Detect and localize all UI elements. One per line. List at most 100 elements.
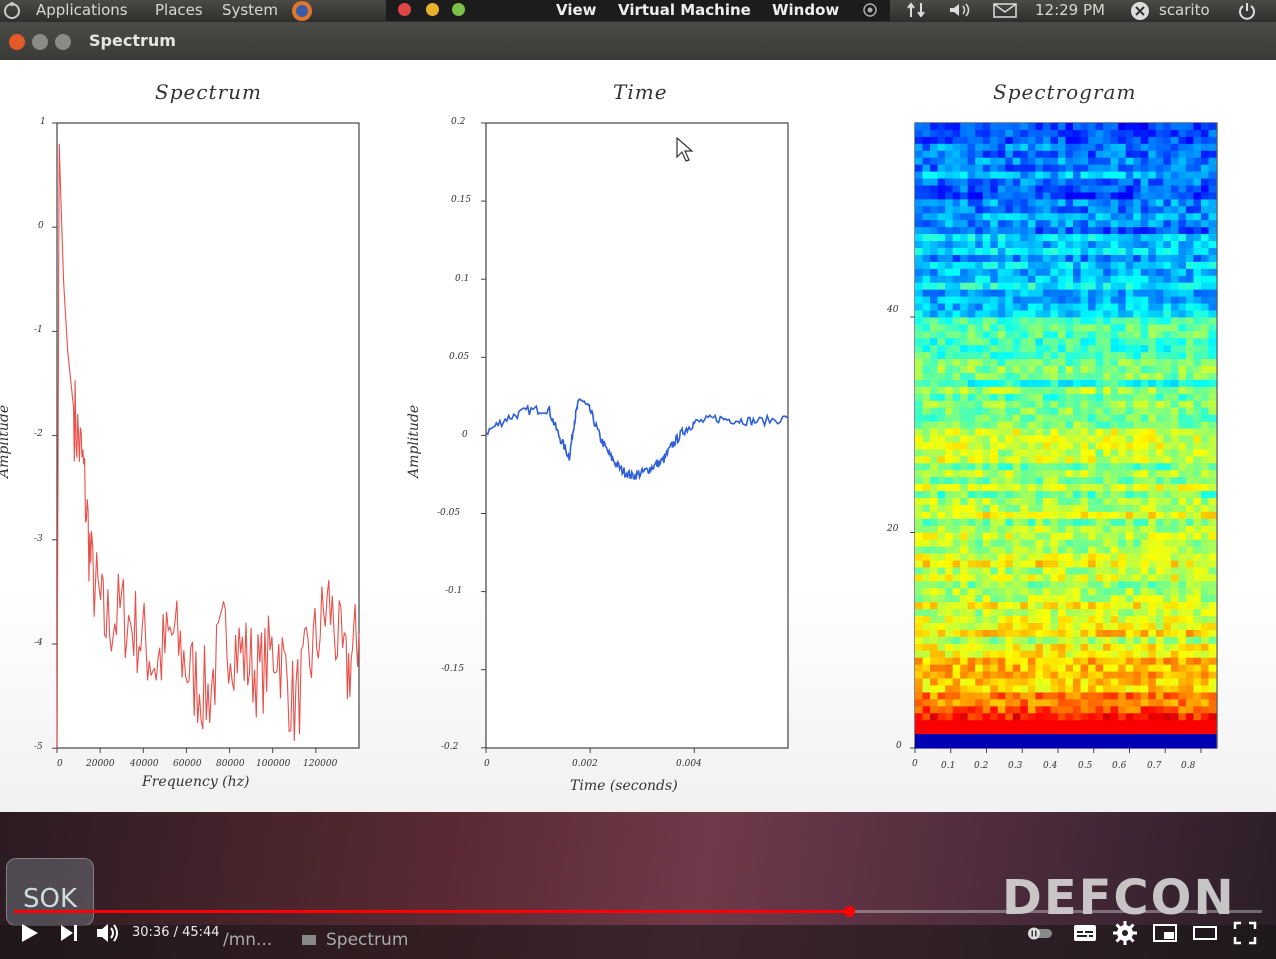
volume-button[interactable] [94, 920, 120, 946]
heatmap-cell [1200, 421, 1209, 429]
heatmap-cell [952, 609, 961, 617]
heatmap-cell [967, 720, 976, 728]
heatmap-cell [1163, 143, 1172, 152]
heatmap-cell [1140, 129, 1149, 138]
heatmap-cell [1095, 609, 1104, 617]
heatmap-cell [1125, 546, 1134, 554]
heatmap-cell [1065, 525, 1074, 534]
heatmap-cell [1125, 248, 1134, 256]
autoplay-toggle[interactable] [1026, 920, 1052, 946]
miniplayer-button[interactable] [1152, 920, 1178, 946]
clock[interactable]: 12:29 PM [1035, 1, 1105, 19]
heatmap-cell [1005, 185, 1014, 193]
network-icon[interactable] [906, 1, 928, 24]
heatmap-cell [1185, 477, 1194, 485]
heatmap-cell [975, 602, 984, 610]
taskbar-item-terminal[interactable]: /mn... [223, 930, 273, 950]
heatmap-cell [1155, 192, 1164, 200]
heatmap-cell [922, 345, 931, 353]
heatmap-cell [1193, 373, 1202, 381]
theater-mode-button[interactable] [1192, 920, 1218, 946]
power-icon[interactable] [1237, 1, 1257, 26]
heatmap-cell [930, 366, 938, 374]
heatmap-cell [1027, 470, 1036, 478]
menu-applications[interactable]: Applications [36, 1, 128, 19]
heatmap-cell [960, 664, 969, 673]
heatmap-cell [1035, 400, 1044, 409]
vm-close-icon[interactable] [398, 3, 411, 16]
heatmap-cell [1027, 650, 1036, 659]
heatmap-cell [1020, 539, 1029, 548]
heatmap-cell [1133, 595, 1142, 603]
heatmap-cell [1110, 581, 1119, 589]
volume-icon[interactable] [947, 1, 973, 24]
heatmap-cell [952, 268, 961, 277]
fullscreen-button[interactable] [1232, 920, 1258, 946]
heatmap-cell [1012, 734, 1021, 742]
heatmap-cell [945, 491, 954, 499]
vm-record-icon[interactable] [862, 2, 878, 23]
heatmap-cell [1163, 366, 1172, 374]
menu-system[interactable]: System [222, 1, 278, 19]
taskbar-item-spectrum[interactable]: Spectrum [302, 925, 408, 955]
window-close-icon[interactable] [9, 34, 25, 50]
window-titlebar[interactable] [0, 22, 1276, 60]
heatmap-cell [1148, 463, 1157, 471]
heatmap-cell [1118, 581, 1127, 589]
mail-icon[interactable] [993, 2, 1017, 23]
window-minimize-icon[interactable] [32, 34, 48, 50]
heatmap-cell [1110, 303, 1119, 311]
window-maximize-icon[interactable] [55, 34, 71, 50]
heatmap-cell [1110, 629, 1119, 638]
heatmap-cell [982, 393, 991, 402]
heatmap-cell [967, 532, 976, 541]
heatmap-cell [915, 324, 923, 332]
heatmap-cell [1208, 734, 1217, 742]
heatmap-cell [967, 407, 976, 416]
heatmap-cell [1027, 157, 1036, 166]
heatmap-cell [1118, 609, 1127, 617]
vm-zoom-icon[interactable] [452, 3, 465, 16]
heatmap-cell [1095, 150, 1104, 159]
heatmap-cell [1012, 692, 1021, 700]
heatmap-cell [930, 616, 938, 624]
heatmap-cell [1155, 643, 1164, 652]
heatmap-cell [1088, 671, 1097, 679]
heatmap-cell [1178, 143, 1187, 152]
heatmap-cell [1035, 720, 1044, 728]
heatmap-cell [1027, 595, 1036, 603]
heatmap-cell [1005, 379, 1014, 388]
play-button[interactable] [16, 920, 42, 946]
progress-scrubber[interactable] [843, 906, 855, 917]
subtitles-button[interactable] [1072, 920, 1098, 946]
heatmap-cell [1088, 199, 1097, 207]
heatmap-cell [990, 150, 999, 159]
menu-view[interactable]: View [556, 1, 597, 19]
menu-places[interactable]: Places [155, 1, 203, 19]
menu-window[interactable]: Window [772, 1, 840, 19]
heatmap-cell [1080, 574, 1089, 582]
heatmap-cell [1118, 220, 1127, 228]
heatmap-cell [1133, 706, 1142, 714]
user-name[interactable]: scarito [1159, 1, 1210, 19]
settings-gear-icon[interactable] [1112, 920, 1138, 946]
menu-virtual-machine[interactable]: Virtual Machine [618, 1, 751, 19]
heatmap-cell [990, 400, 999, 409]
heatmap-cell [1050, 254, 1059, 263]
heatmap-cell [1035, 275, 1044, 284]
heatmap-cell [1065, 567, 1074, 575]
heatmap-cell [990, 727, 999, 735]
spectrogram-ytick: 40 [887, 305, 899, 315]
heatmap-cell [1125, 143, 1134, 152]
ubuntu-logo-icon[interactable] [2, 1, 22, 26]
vm-minimize-icon[interactable] [426, 3, 439, 16]
heatmap-cell [930, 192, 938, 200]
heatmap-cell [1065, 213, 1074, 221]
heatmap-cell [1005, 532, 1014, 541]
next-button[interactable] [56, 920, 82, 946]
firefox-icon[interactable] [291, 0, 313, 27]
spectrogram-xtick: 0.3 [1008, 761, 1023, 771]
heatmap-cell [1118, 498, 1127, 506]
heatmap-cell [960, 643, 969, 652]
